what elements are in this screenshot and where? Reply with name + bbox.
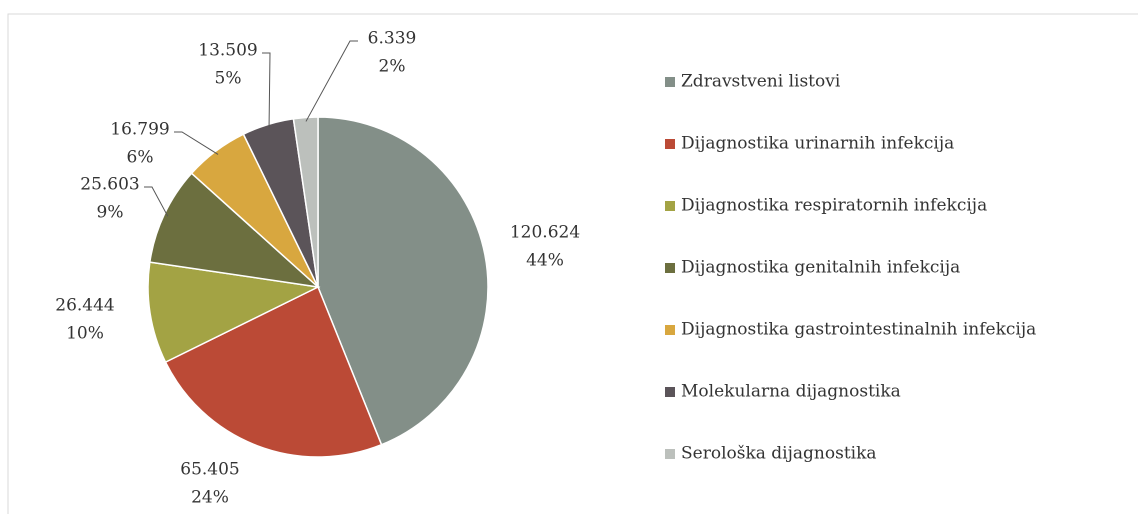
percent-label: 2% <box>379 57 406 77</box>
data-label: 16.799 <box>110 120 169 140</box>
legend-swatch <box>665 139 675 149</box>
legend-swatch <box>665 387 675 397</box>
legend-swatch <box>665 263 675 273</box>
leader-line <box>305 40 358 122</box>
legend-label: Dijagnostika genitalnih infekcija <box>681 258 960 278</box>
percent-label: 5% <box>215 69 242 89</box>
leader-line <box>174 131 219 155</box>
pie-slice <box>292 116 319 288</box>
percent-label: 9% <box>97 203 124 223</box>
data-label: 13.509 <box>198 41 257 61</box>
data-label: 26.444 <box>55 296 114 316</box>
legend-swatch <box>665 449 675 459</box>
pie-slice <box>317 116 489 446</box>
data-label: 25.603 <box>80 175 139 195</box>
legend-swatch <box>665 201 675 211</box>
pie-slice <box>148 172 321 289</box>
legend-label: Dijagnostika gastrointestinalnih infekci… <box>681 320 1036 340</box>
data-label: 6.339 <box>368 29 417 49</box>
percent-label: 10% <box>66 324 104 344</box>
legend-label: Serološka dijagnostika <box>681 444 877 464</box>
legend-label: Molekularna dijagnostika <box>681 382 901 402</box>
leader-line <box>144 186 169 217</box>
percent-label: 24% <box>191 488 229 508</box>
legend-label: Dijagnostika urinarnih infekcija <box>681 134 954 154</box>
leader-line <box>262 52 271 129</box>
data-label: 65.405 <box>180 460 239 480</box>
legend-swatch <box>665 325 675 335</box>
pie-slice <box>164 285 383 458</box>
legend-label: Dijagnostika respiratornih infekcija <box>681 196 987 216</box>
legend-swatch <box>665 77 675 87</box>
chart-border <box>7 13 1138 514</box>
legend-label: Zdravstveni listovi <box>681 72 841 92</box>
percent-label: 6% <box>127 148 154 168</box>
data-label: 120.624 <box>510 223 580 243</box>
pie-slice <box>147 261 321 364</box>
percent-label: 44% <box>526 251 564 271</box>
